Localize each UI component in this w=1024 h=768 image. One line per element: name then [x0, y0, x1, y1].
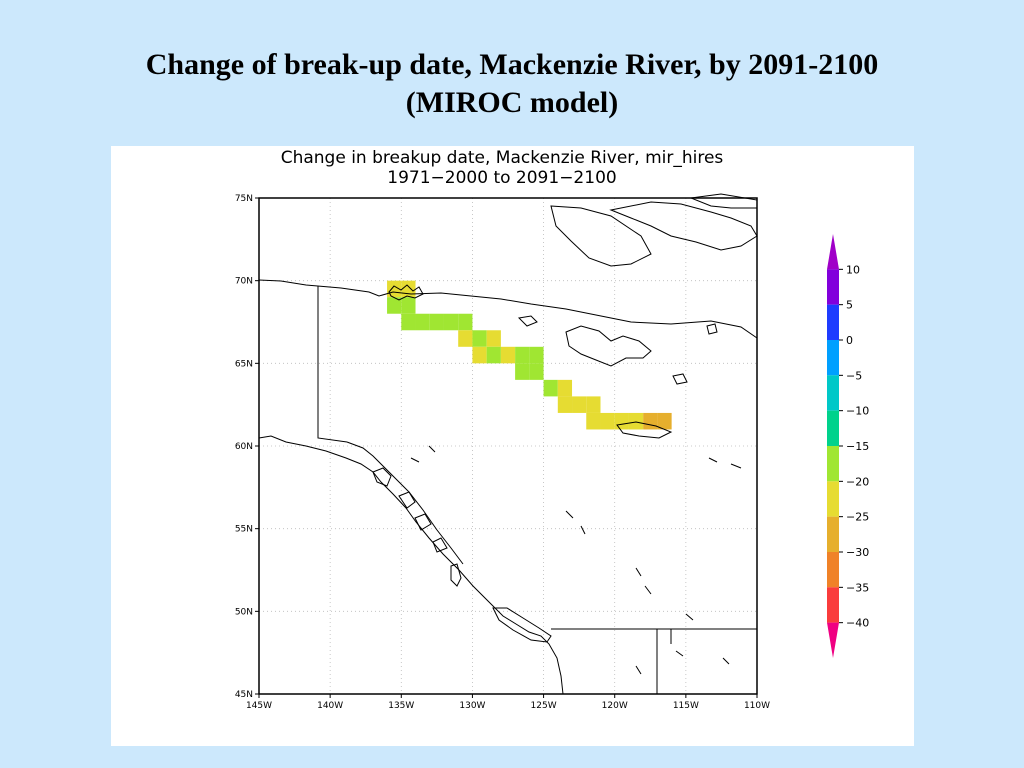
- island-victoria: [609, 201, 758, 251]
- lon-tick-label: 145W: [246, 701, 272, 711]
- data-cell: [401, 297, 416, 314]
- lake-small-2: [672, 373, 688, 385]
- great-bear-lake: [565, 325, 652, 367]
- colorbar-label: 10: [846, 263, 860, 276]
- panhandle-border: [346, 441, 464, 565]
- data-cell: [415, 313, 430, 331]
- colorbar-band: [827, 446, 839, 482]
- colorbar: 10 5 0 −5 −10 −15 −20 −25 −30 −35 −40: [827, 234, 869, 658]
- data-cell: [628, 412, 644, 430]
- colorbar-label: −25: [846, 511, 869, 524]
- colorbar-label: −30: [846, 546, 869, 559]
- data-cell: [500, 346, 516, 364]
- data-cell: [557, 379, 573, 397]
- lon-tick-label: 140W: [317, 701, 343, 711]
- mackenzie-delta: [388, 284, 424, 301]
- colorbar-label: −10: [846, 405, 869, 418]
- coastlines: [258, 193, 758, 695]
- data-cell: [586, 412, 601, 430]
- colorbar-cap-top: [827, 234, 839, 270]
- haida-gwaii: [450, 563, 462, 587]
- colorbar-label: −35: [846, 581, 869, 594]
- colorbar-band: [827, 304, 839, 340]
- colorbar-label: 5: [846, 299, 853, 312]
- alaska-canada-border: [317, 286, 348, 443]
- map-title-line2: 1971−2000 to 2091−2100: [387, 168, 617, 188]
- lon-tick-label: 110W: [744, 701, 770, 711]
- data-cell: [557, 396, 573, 413]
- data-cell: [572, 396, 587, 413]
- slide-title: Change of break-up date, Mackenzie River…: [0, 46, 1024, 122]
- lon-tick-label: 125W: [531, 701, 557, 711]
- map-figure: Change in breakup date, Mackenzie River,…: [111, 146, 914, 746]
- colorbar-band: [827, 587, 839, 623]
- slide-title-line2: (MIROC model): [405, 86, 619, 119]
- data-cell: [515, 363, 530, 380]
- arctic-coastline: [258, 279, 758, 339]
- colorbar-label: −20: [846, 475, 869, 488]
- colorbar-band: [827, 552, 839, 588]
- colorbar-band: [827, 375, 839, 411]
- lat-tick-label: 70N: [235, 277, 253, 287]
- axis-ticks: 145W 140W 135W 130W 125W 120W 115W 110W 75N 70N 65…: [235, 194, 770, 711]
- lon-tick-label: 115W: [673, 701, 699, 711]
- data-cell: [600, 412, 615, 430]
- data-cell: [443, 313, 459, 331]
- lat-tick-label: 65N: [235, 359, 253, 369]
- lat-tick-label: 60N: [235, 442, 253, 452]
- data-cell: [529, 363, 544, 380]
- data-cell: [486, 330, 501, 347]
- panhandle-islands: [372, 467, 448, 553]
- data-cell: [643, 412, 658, 430]
- data-cell: [472, 346, 487, 364]
- data-cell: [543, 379, 558, 397]
- data-cell: [401, 280, 416, 298]
- island-banks: [550, 205, 652, 267]
- inland-lakes: [410, 445, 742, 675]
- colorbar-label: −15: [846, 440, 869, 453]
- data-cells: [387, 280, 672, 430]
- lon-tick-label: 130W: [459, 701, 485, 711]
- data-cell: [401, 313, 416, 331]
- lake-small-3: [706, 323, 718, 335]
- lat-tick-label: 75N: [235, 194, 253, 204]
- colorbar-band: [827, 269, 839, 305]
- colorbar-band: [827, 340, 839, 376]
- pacific-coastline: [258, 435, 564, 695]
- colorbar-cap-bottom: [827, 622, 839, 658]
- colorbar-label: −40: [846, 617, 869, 630]
- colorbar-band: [827, 516, 839, 552]
- colorbar-label: 0: [846, 334, 853, 347]
- great-slave-lake: [616, 421, 673, 439]
- data-cell: [657, 412, 672, 430]
- island-north: [689, 193, 758, 209]
- colorbar-label: −5: [846, 369, 862, 382]
- data-cell: [458, 330, 473, 347]
- data-cell: [614, 412, 629, 430]
- data-cell: [458, 313, 473, 331]
- data-cell: [472, 330, 487, 347]
- data-cell: [586, 396, 601, 413]
- lon-tick-label: 120W: [602, 701, 628, 711]
- map-svg: 145W 140W 135W 130W 125W 120W 115W 110W 75N 70N 65…: [235, 193, 869, 711]
- colorbar-band: [827, 410, 839, 446]
- lon-tick-label: 135W: [388, 701, 414, 711]
- lake-small-1: [517, 315, 538, 327]
- map-title-line1: Change in breakup date, Mackenzie River,…: [280, 148, 724, 168]
- slide-title-line1: Change of break-up date, Mackenzie River…: [145, 48, 879, 81]
- vancouver-island: [492, 607, 552, 643]
- data-cell: [387, 297, 402, 314]
- lat-tick-label: 50N: [235, 607, 253, 617]
- lat-tick-label: 55N: [235, 525, 253, 535]
- data-cell: [486, 346, 501, 364]
- data-cell: [429, 313, 444, 331]
- data-cell: [515, 346, 530, 364]
- data-cell: [529, 346, 544, 364]
- colorbar-band: [827, 481, 839, 517]
- lat-tick-label: 45N: [235, 690, 253, 700]
